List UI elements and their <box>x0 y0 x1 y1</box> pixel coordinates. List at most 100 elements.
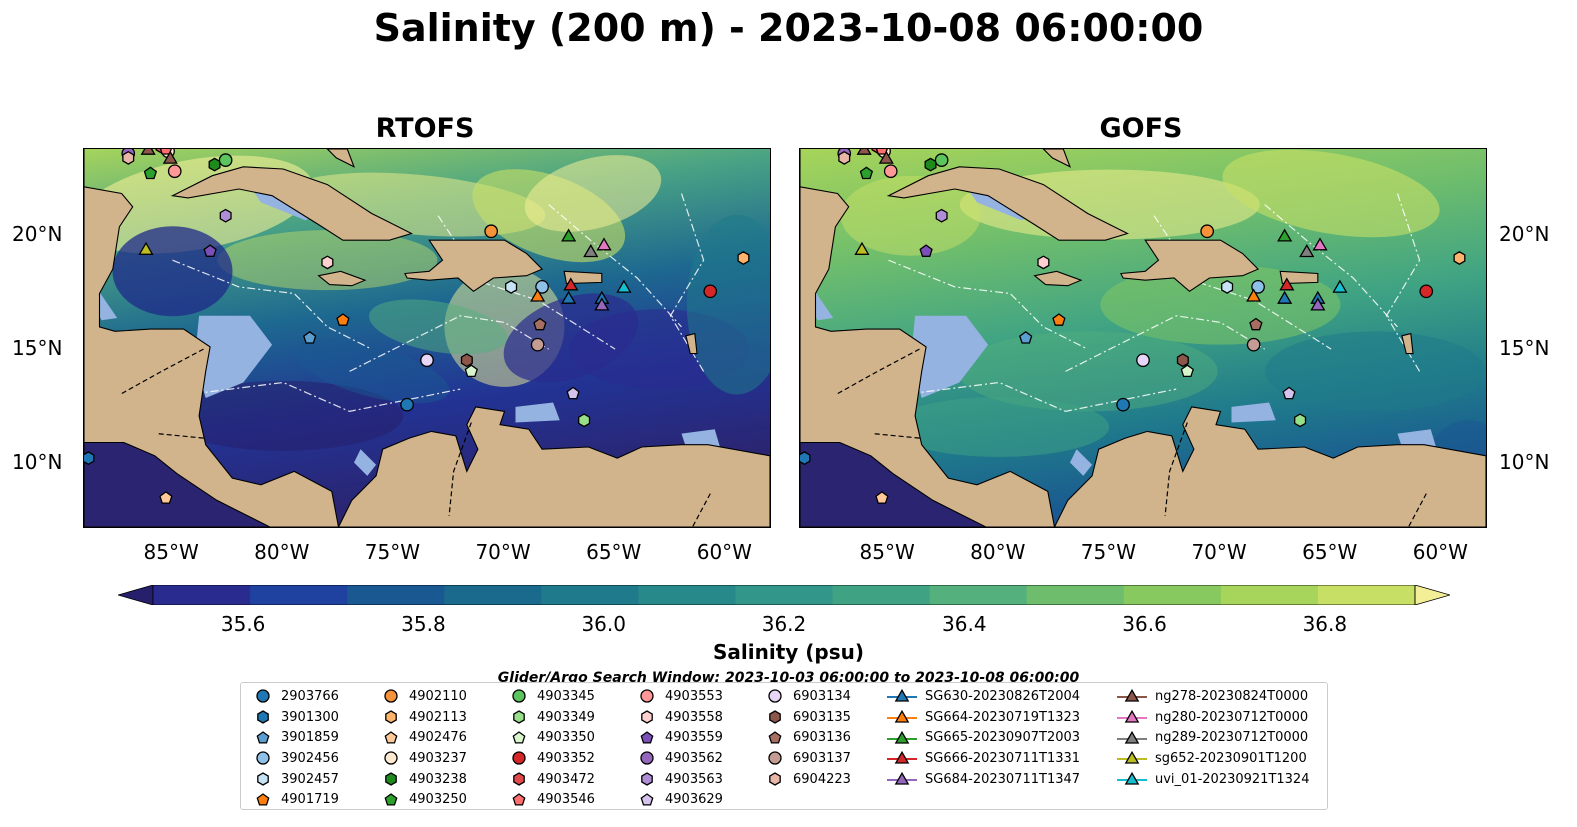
legend-label: 3901300 <box>281 709 339 725</box>
rtofs-marker-4903629 <box>566 386 580 400</box>
rtofs-marker-4902113 <box>737 251 750 265</box>
legend-item: 4903237 <box>381 748 467 769</box>
rtofs-eez-boundary <box>437 215 616 350</box>
rtofs-marker-4903546 <box>159 149 172 155</box>
rtofs-marker-SG666-20230711T1331 <box>563 277 579 291</box>
gofs-marker-6903134 <box>1136 353 1150 368</box>
legend-marker-pentagon <box>384 730 398 744</box>
rtofs-marker-4902110 <box>484 224 499 239</box>
legend-item: 4902110 <box>381 686 467 707</box>
gofs-marker-6903136 <box>1249 317 1263 331</box>
gofs-marker-SG666-20230711T1331 <box>1279 277 1295 291</box>
gofs-eez-boundary <box>1153 215 1332 350</box>
colorbar-segment <box>1026 585 1125 605</box>
rtofs-marker-SG664-20230719T1323 <box>530 288 546 302</box>
legend-label: ng280-20230712T0000 <box>1155 709 1309 725</box>
gofs-marker-4903546 <box>875 149 888 155</box>
colorbar-min-extend <box>116 584 154 606</box>
legend-label: 3902456 <box>281 750 339 766</box>
rtofs-marker-ng289-20230712T0000 <box>583 243 599 258</box>
legend-marker-circle <box>512 751 526 766</box>
panel-title-gofs: GOFS <box>1099 113 1183 144</box>
lon-label-80w: 80°W <box>970 540 1026 564</box>
legend-item: 4903250 <box>381 789 467 810</box>
legend-label: ng278-20230824T0000 <box>1155 688 1309 704</box>
gofs-marker-3902457 <box>1221 279 1234 294</box>
rtofs-marker-6904223 <box>122 150 135 165</box>
legend-label: 4903629 <box>665 792 723 808</box>
rtofs-marker-6903136 <box>533 317 547 331</box>
rtofs-marker-ng278-20230824T0000 <box>140 149 156 155</box>
gofs-marker-4902113 <box>1453 251 1466 265</box>
rtofs-eez-boundary <box>548 204 682 328</box>
legend-marker-pentagon <box>768 730 782 744</box>
rtofs-marker-4903559 <box>203 244 217 257</box>
rtofs-marker-SG684-20230711T1347 <box>594 297 610 311</box>
lon-label-85w: 85°W <box>143 540 199 564</box>
colorbar-tick-label: 35.8 <box>401 612 446 636</box>
rtofs-eez-boundary <box>669 193 705 372</box>
legend-marker-hexagon <box>769 710 781 724</box>
gofs-pacific-ocean <box>800 441 987 527</box>
legend-label: 6903134 <box>793 688 851 704</box>
figure-title: Salinity (200 m) - 2023-10-08 06:00:00 <box>373 6 1204 50</box>
legend-item: ng278-20230824T0000 <box>1117 686 1309 707</box>
rtofs-marker-SG630-20230826T2004 <box>561 290 577 304</box>
legend-item: 6903137 <box>765 748 851 769</box>
lon-label-70w: 70°W <box>475 540 531 564</box>
gofs-marker-4903349 <box>1294 413 1307 428</box>
legend-marker-hexagon <box>513 710 525 724</box>
legend-marker-hexagon <box>385 772 397 786</box>
legend-marker-triangle <box>1124 751 1140 765</box>
legend-label: 4902113 <box>409 709 467 725</box>
gofs-marker-6903135 <box>1176 353 1189 368</box>
legend-item: 4903546 <box>509 789 595 810</box>
legend-item: 4903629 <box>637 789 723 810</box>
gofs-salinity-map <box>799 148 1487 528</box>
legend-item: 4903563 <box>637 769 723 790</box>
legend-label: 6903136 <box>793 730 851 746</box>
gofs-marker-4903350 <box>1180 364 1194 378</box>
gofs-land-jamaica <box>1033 270 1083 287</box>
gofs-salinity-patch <box>1265 331 1486 412</box>
legend-marker-pentagon <box>512 730 526 744</box>
lat-label-10n-right: 10°N <box>1499 450 1550 474</box>
rtofs-land-southAmerica <box>337 406 770 527</box>
legend-marker-hexagon <box>513 772 525 786</box>
rtofs-marker-3901859 <box>303 330 317 344</box>
legend-label: 4902476 <box>409 730 467 746</box>
gofs-marker-4902110 <box>1200 224 1215 239</box>
gofs-marker-ng278-20230824T0000 <box>856 149 872 155</box>
legend-item: ng289-20230712T0000 <box>1117 727 1309 748</box>
legend-label: SG684-20230711T1347 <box>925 771 1081 787</box>
legend-column: SG630-20230826T2004 SG664-20230719T1323 SG… <box>887 686 1080 789</box>
gofs-land-cuba <box>886 166 1129 241</box>
legend-label: 6903137 <box>793 750 851 766</box>
legend-marker-triangle <box>1124 709 1140 723</box>
rtofs-salinity-patch <box>294 339 450 404</box>
rtofs-marker-6903134 <box>420 353 434 368</box>
gofs-shelf <box>1070 449 1093 476</box>
legend-marker-circle <box>384 751 398 766</box>
legend-marker-triangle <box>894 730 910 744</box>
rtofs-marker-2903766 <box>400 397 414 412</box>
legend-marker-hexagon <box>641 710 653 724</box>
colorbar-tick-label: 36.6 <box>1122 612 1167 636</box>
panel-title-rtofs: RTOFS <box>375 113 475 144</box>
rtofs-marker-4902476 <box>159 491 173 504</box>
legend-label: 4903345 <box>537 688 595 704</box>
legend-label: 4901719 <box>281 792 339 808</box>
legend-column: 4903345 4903349 4903350 4903352 4903472 49035… <box>509 686 595 810</box>
gofs-salinity-patch <box>1100 264 1341 345</box>
colorbar-segment <box>444 585 542 605</box>
gofs-marker-4901719 <box>1052 313 1066 326</box>
legend-marker-hexagon <box>641 772 653 786</box>
colorbar-tick-label: 36.0 <box>581 612 626 636</box>
gofs-country-border <box>1164 422 1188 516</box>
legend-item: 6903135 <box>765 707 851 728</box>
rtofs-land-cuba <box>170 166 413 241</box>
rtofs-pacific-ocean <box>84 441 271 527</box>
gofs-marker-2903766 <box>1116 397 1130 412</box>
legend-label: uvi_01-20230921T1324 <box>1155 771 1310 787</box>
colorbar-segment <box>638 585 736 605</box>
